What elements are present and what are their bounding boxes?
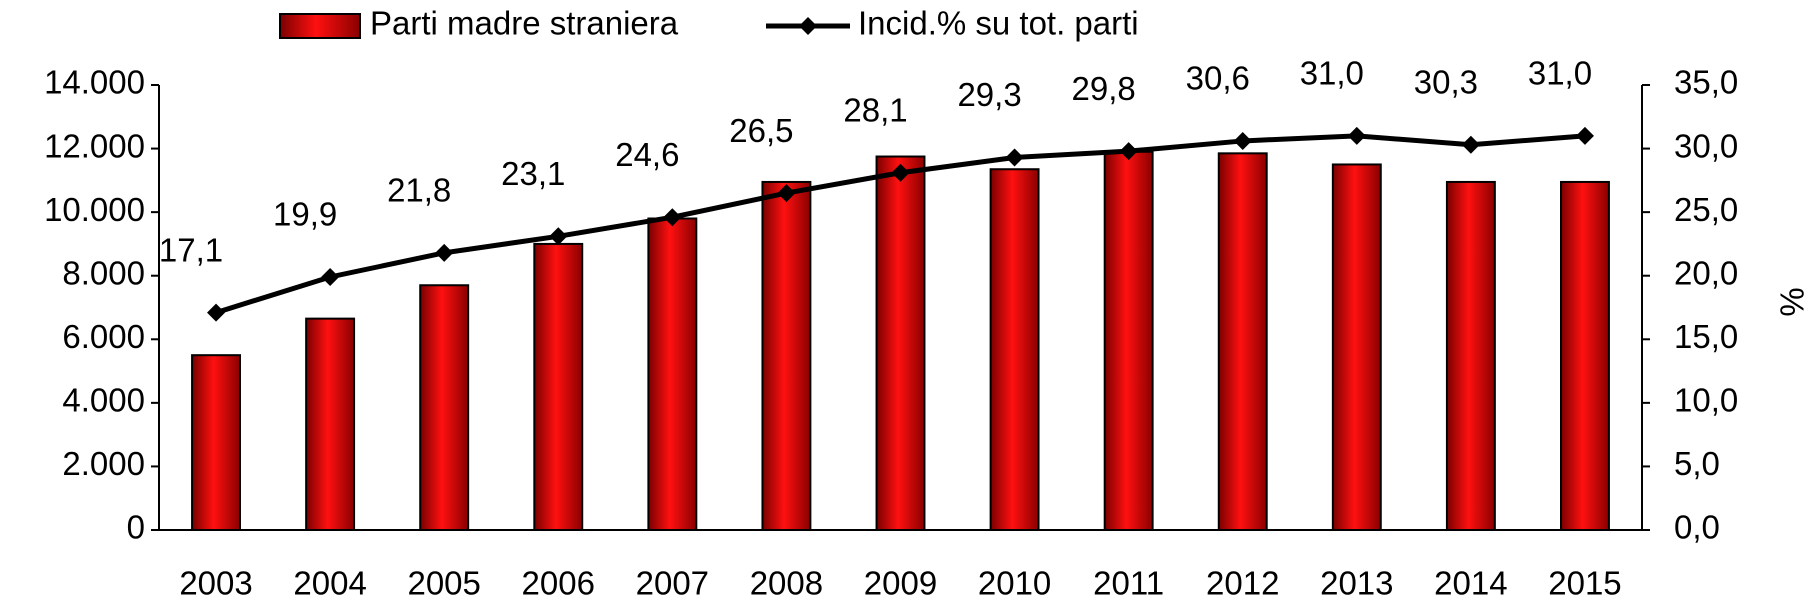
y-tick-label: 2.000 — [62, 445, 145, 482]
bar — [761, 180, 812, 531]
y-tick-label: 4.000 — [62, 382, 145, 419]
bar — [1560, 180, 1610, 531]
y2-tick-label: 0,0 — [1674, 509, 1720, 546]
y-tick-label: 14.000 — [44, 64, 145, 101]
y2-tick-label: 5,0 — [1674, 445, 1720, 482]
line-marker — [1575, 126, 1594, 145]
bar — [305, 317, 356, 531]
x-tick-label: 2004 — [293, 565, 366, 602]
data-label: 23,1 — [501, 155, 565, 192]
data-label: 30,6 — [1186, 60, 1250, 97]
y2-tick-label: 30,0 — [1674, 127, 1738, 164]
bar — [1103, 150, 1154, 531]
bar — [191, 354, 241, 531]
line-marker — [321, 267, 340, 286]
data-label: 24,6 — [615, 136, 679, 173]
line-marker — [435, 243, 454, 262]
y2-tick-label: 35,0 — [1674, 64, 1738, 101]
y-tick-label: 8.000 — [62, 254, 145, 291]
y2-tick-label: 25,0 — [1674, 191, 1738, 228]
x-tick-label: 2005 — [407, 565, 480, 602]
y2-tick-label: 20,0 — [1674, 254, 1738, 291]
y-tick-label: 10.000 — [44, 191, 145, 228]
data-label: 26,5 — [729, 112, 793, 149]
legend-swatch — [279, 13, 361, 39]
x-tick-label: 2011 — [1093, 565, 1164, 602]
bar — [1445, 180, 1496, 531]
data-label: 21,8 — [387, 172, 451, 209]
data-label: 28,1 — [843, 91, 907, 128]
line-marker — [1461, 135, 1480, 154]
bar — [647, 217, 698, 531]
data-label: 30,3 — [1414, 63, 1478, 100]
x-tick-label: 2007 — [636, 565, 709, 602]
y-tick-label: 6.000 — [62, 318, 145, 355]
line-marker — [207, 303, 226, 322]
legend-label: Parti madre straniera — [370, 5, 679, 42]
line-marker — [777, 184, 796, 203]
y-tick-label: 12.000 — [44, 127, 145, 164]
line-marker — [1005, 148, 1024, 167]
line-marker — [891, 163, 910, 182]
data-label: 19,9 — [273, 196, 337, 233]
x-tick-label: 2012 — [1206, 565, 1279, 602]
line-marker — [1347, 126, 1366, 145]
y-tick-label: 0 — [127, 509, 145, 546]
y2-axis-label: % — [1774, 287, 1811, 316]
x-tick-label: 2013 — [1320, 565, 1393, 602]
line-marker — [549, 227, 568, 246]
y2-tick-label: 15,0 — [1674, 318, 1738, 355]
legend-label: Incid.% su tot. parti — [858, 5, 1139, 42]
x-tick-label: 2006 — [522, 565, 595, 602]
x-tick-label: 2008 — [750, 565, 823, 602]
y2-tick-label: 10,0 — [1674, 382, 1738, 419]
bar — [875, 155, 926, 531]
data-label: 29,3 — [957, 76, 1021, 113]
data-label: 31,0 — [1528, 55, 1592, 92]
x-tick-label: 2003 — [179, 565, 252, 602]
data-label: 29,8 — [1072, 70, 1136, 107]
data-label: 17,1 — [159, 231, 223, 268]
x-tick-label: 2014 — [1434, 565, 1507, 602]
x-tick-label: 2010 — [978, 565, 1051, 602]
x-tick-label: 2015 — [1548, 565, 1621, 602]
x-tick-label: 2009 — [864, 565, 937, 602]
line-marker — [1233, 131, 1252, 150]
bar — [1331, 163, 1382, 531]
bar — [533, 242, 584, 532]
bar — [1217, 152, 1268, 531]
line-marker — [1119, 142, 1138, 161]
line-marker — [663, 208, 682, 227]
bar — [419, 284, 470, 531]
bar — [989, 168, 1040, 531]
data-label: 31,0 — [1300, 55, 1364, 92]
legend: Parti madre straniera Incid.% su tot. pa… — [279, 5, 1139, 42]
legend-marker — [799, 17, 817, 35]
